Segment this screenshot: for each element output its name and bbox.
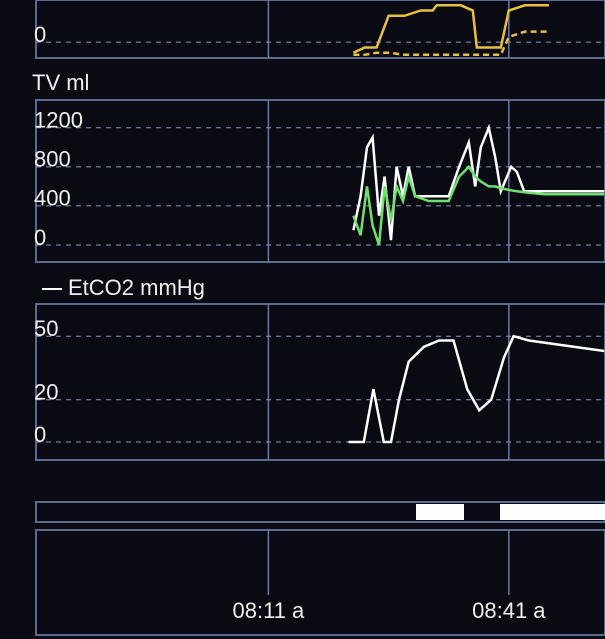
y-tick-label: 800 (34, 147, 71, 172)
y-tick-label: 1200 (34, 108, 83, 133)
y-tick-label: 50 (34, 316, 58, 341)
x-tick-label: 08:41 a (472, 598, 546, 623)
y-tick-label: 0 (34, 422, 46, 447)
y-tick-label: 0 (34, 225, 46, 250)
panel-title: EtCO2 mmHg (68, 275, 205, 300)
panel-title: TV ml (32, 70, 89, 95)
background (0, 0, 605, 639)
y-tick-label: 0 (34, 22, 46, 47)
status-block (416, 504, 464, 520)
y-tick-label: 20 (34, 380, 58, 405)
y-tick-label: 400 (34, 186, 71, 211)
monitor-screen: 0 0 400 800 1200 TV ml 0 20 50 EtCO2 mmHg 08:11 a 0… (0, 0, 605, 639)
status-block (500, 504, 605, 520)
x-tick-label: 08:11 a (233, 598, 306, 623)
